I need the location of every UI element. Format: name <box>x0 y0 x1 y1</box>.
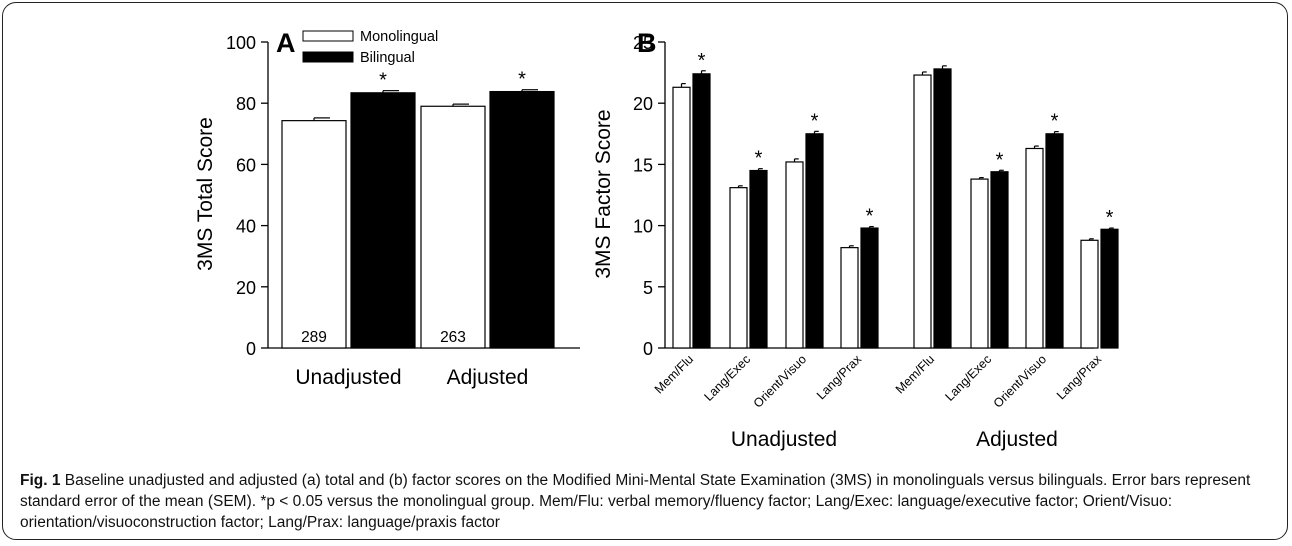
panel-a-bar-adjusted-bilingual-significance-mark: * <box>518 69 526 91</box>
legend-swatch-monolingual <box>302 30 354 42</box>
panel-b-bar-unadjusted-lang-prax-bilingual <box>860 227 879 349</box>
panel-a-label: A <box>276 28 296 58</box>
figure-caption: Fig. 1 Baseline unadjusted and adjusted … <box>20 470 1270 533</box>
panel-b-bar-adjusted-lang-prax-bilingual-significance-mark: * <box>1106 207 1114 229</box>
panel-b-y-tick-label-20: 20 <box>633 94 653 114</box>
panel-b-y-tick-label-10: 10 <box>633 217 653 237</box>
panel-b-bar-adjusted-lang-exec-bilingual <box>990 171 1009 349</box>
panel-b-y-axis-label: 3MS Factor Score <box>592 109 615 278</box>
legend-label-monolingual: Monolingual <box>360 29 438 45</box>
legend-label-bilingual: Bilingual <box>360 50 415 66</box>
panel-b-bar-adjusted-orient-visuo-monolingual <box>1025 147 1044 349</box>
panel-b-bar-adjusted-mem-flu-monolingual <box>913 74 932 349</box>
panel-b-bar-unadjusted-mem-flu-bilingual-significance-mark: * <box>698 50 706 72</box>
caption-text: Baseline unadjusted and adjusted (a) tot… <box>20 472 1251 531</box>
panel-b-bar-unadjusted-lang-exec-bilingual <box>749 169 768 349</box>
panel-b-bar-unadjusted-lang-prax-monolingual <box>840 247 859 349</box>
panel-b-label: B <box>637 28 657 58</box>
panel-b-bar-unadjusted-orient-visuo-bilingual-significance-mark: * <box>811 110 819 132</box>
panel-b-y-tick-label-5: 5 <box>643 278 653 298</box>
panel-a-y-tick-label-20: 20 <box>236 278 256 298</box>
panel-b-x-tick-label-adjusted-lang-prax: Lang/Prax <box>1054 352 1105 403</box>
panel-b-bar-adjusted-lang-exec-bilingual-significance-mark: * <box>996 149 1004 171</box>
panel-b-bar-adjusted-lang-prax-monolingual <box>1080 239 1099 349</box>
panel-a-x-label-unadjusted: Unadjusted <box>295 366 401 389</box>
panel-b-bar-adjusted-lang-exec-monolingual <box>970 178 989 349</box>
panel-b-chart: B 3MS Factor Score 0 5 10 15 20 25 * Mem/Flu * L… <box>592 28 1119 451</box>
panel-b-bar-unadjusted-lang-exec-monolingual <box>729 187 748 349</box>
panel-b-bars: * Mem/Flu * Lang/Exec * Orient/Visuo * Lang/Pra… <box>652 50 1119 451</box>
panel-b-y-tick-label-25: 25 <box>633 33 653 53</box>
panel-a-bar-unadjusted-bilingual <box>350 92 416 349</box>
panel-a-bar-adjusted-monolingual <box>420 105 486 349</box>
panel-a-bar-adjusted-bilingual <box>489 90 555 349</box>
panel-b-bar-adjusted-mem-flu-bilingual <box>933 68 952 349</box>
panel-b-bar-unadjusted-mem-flu-monolingual <box>672 86 691 349</box>
panel-a-bar-unadjusted-bilingual-n-label: 339 <box>370 329 396 346</box>
panel-b-y-tick-label-0: 0 <box>643 339 653 359</box>
panel-a-y-tick-label-80: 80 <box>236 94 256 114</box>
panel-a-bar-unadjusted-monolingual-n-label: 289 <box>301 329 327 346</box>
panel-b-bar-adjusted-orient-visuo-bilingual <box>1045 133 1064 349</box>
caption-figure-label: Fig. 1 <box>20 472 61 489</box>
panel-b-bar-unadjusted-mem-flu-bilingual <box>692 73 711 349</box>
panel-a-bar-adjusted-monolingual-n-label: 263 <box>440 329 466 346</box>
panel-b-bar-unadjusted-lang-prax-bilingual-significance-mark: * <box>866 206 874 228</box>
panel-b-x-tick-label-adjusted-orient-visuo: Orient/Visuo <box>991 352 1049 410</box>
legend-swatch-bilingual <box>302 51 354 63</box>
panel-a-legend: Monolingual Bilingual <box>302 29 438 66</box>
panel-b-bar-adjusted-lang-prax-bilingual <box>1100 228 1119 349</box>
panel-a-bar-adjusted-bilingual-n-label: 318 <box>509 329 535 346</box>
panel-a-y-tick-label-100: 100 <box>226 33 256 53</box>
panel-a-y-tick-label-60: 60 <box>236 155 256 175</box>
panel-b-x-tick-label-unadjusted-mem-flu: Mem/Flu <box>652 352 696 396</box>
panel-b-bar-unadjusted-orient-visuo-monolingual <box>785 161 804 349</box>
panel-a-bar-unadjusted-monolingual <box>281 120 347 349</box>
panel-b-bar-unadjusted-orient-visuo-bilingual <box>805 133 824 349</box>
panel-b-x-tick-label-unadjusted-orient-visuo: Orient/Visuo <box>751 352 809 410</box>
panel-b-group-label-unadjusted: Unadjusted <box>731 428 837 451</box>
panel-b-y-tick-label-15: 15 <box>633 155 653 175</box>
panel-a-x-label-adjusted: Adjusted <box>447 366 529 389</box>
panel-b-group-label-adjusted: Adjusted <box>976 428 1058 451</box>
panel-b-x-tick-label-adjusted-lang-exec: Lang/Exec <box>942 352 994 404</box>
panel-b-x-tick-label-unadjusted-lang-exec: Lang/Exec <box>701 352 753 404</box>
panel-a-y-tick-label-0: 0 <box>246 339 256 359</box>
panel-a-bars: 289 339 * Unadjusted 263 318 * Adjusted <box>281 69 555 389</box>
panel-a-y-tick-label-40: 40 <box>236 217 256 237</box>
panel-a-chart: A 3MS Total Score 0 20 40 60 80 100 289 339 * Un… <box>194 28 580 389</box>
panel-b-x-tick-label-adjusted-mem-flu: Mem/Flu <box>893 352 937 396</box>
panel-b-bar-adjusted-orient-visuo-bilingual-significance-mark: * <box>1051 111 1059 133</box>
panel-a-bar-unadjusted-bilingual-significance-mark: * <box>379 70 387 92</box>
panel-b-x-tick-label-unadjusted-lang-prax: Lang/Prax <box>814 352 865 403</box>
panel-a-y-axis-label: 3MS Total Score <box>194 117 217 271</box>
panel-b-bar-unadjusted-lang-exec-bilingual-significance-mark: * <box>755 148 763 170</box>
